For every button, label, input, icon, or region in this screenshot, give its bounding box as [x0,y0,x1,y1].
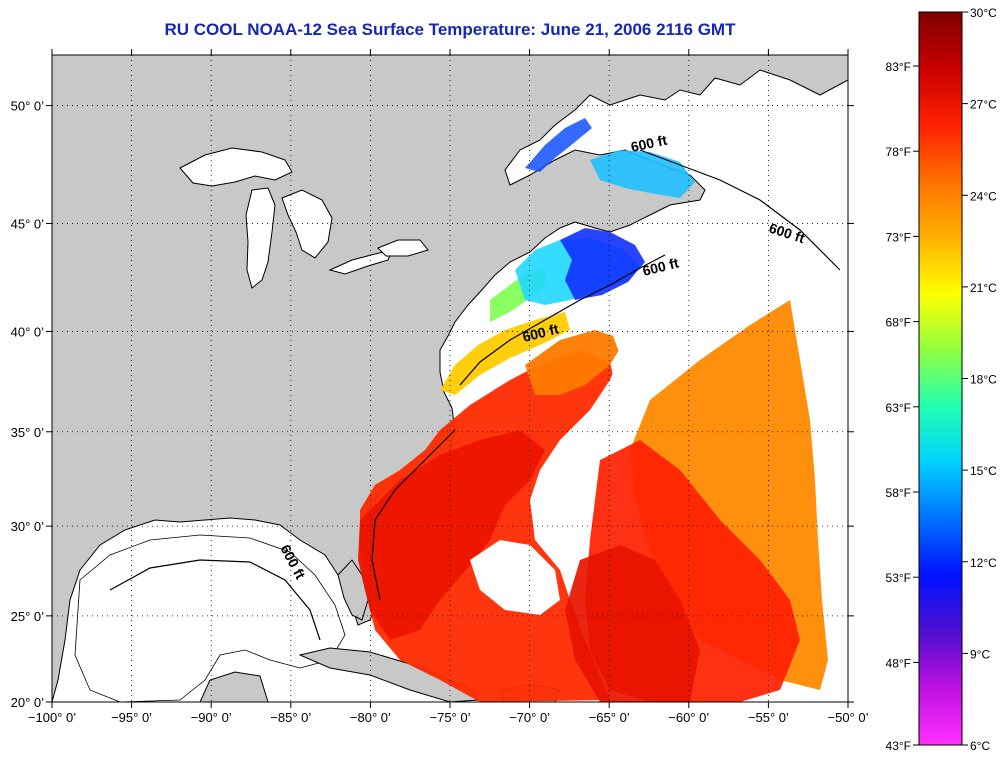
colorbar-celsius-label: 6°C [970,739,990,753]
colorbar-ticks [913,11,968,746]
isobath-north [639,149,841,271]
lake-michigan [245,187,276,289]
colorbar-fahrenheit-label: 58°F [886,486,911,500]
contour-label: 600 ft [629,132,668,155]
colorbar-celsius-label: 18°C [970,373,997,387]
lat-tick-label: 40° 0’ [11,324,45,339]
colorbar-celsius-labels: 30°C 27°C 24°C 21°C 18°C 15°C 12°C 9°C 6°C [970,6,997,753]
lat-tick-label: 50° 0’ [11,99,45,114]
map-title: RU COOL NOAA-12 Sea Surface Temperature:… [164,20,736,39]
sst-yellow-band [440,312,570,395]
colorbar-fahrenheit-label: 78°F [886,145,911,159]
lon-tick-label: −75° 0’ [430,710,471,725]
sst-cyan-gulf-stlawrence [590,150,695,198]
colorbar-celsius-label: 15°C [970,464,997,478]
lon-tick-label: −95° 0’ [111,710,152,725]
lat-tick-label: 35° 0’ [11,425,45,440]
colorbar-fahrenheit-labels: 83°F 78°F 73°F 68°F 63°F 58°F 53°F 48°F 43°F [886,60,911,753]
colorbar-celsius-label: 30°C [970,6,997,20]
colorbar-fahrenheit-label: 48°F [886,656,911,670]
colorbar-fahrenheit-label: 53°F [886,571,911,585]
latitude-labels: 20° 0’ 25° 0’ 30° 0’ 35° 0’ 40° 0’ 45° 0’ 50° … [11,99,45,710]
colorbar-fahrenheit-label: 68°F [886,316,911,330]
lon-tick-label: −100° 0’ [28,710,76,725]
isobath-gulf [109,559,321,641]
colorbar-celsius-label: 24°C [970,189,997,203]
sst-blue-stlawrence [525,118,592,172]
lon-tick-label: −80° 0’ [350,710,391,725]
lake-superior [179,147,293,187]
lake-ontario [377,239,429,257]
lon-tick-label: −90° 0’ [191,710,232,725]
yucatan-land [199,671,269,702]
lat-tick-label: 20° 0’ [11,695,45,710]
sst-blue-fundy [560,228,645,300]
cloud-gap-central [470,540,560,615]
colorbar-celsius-label: 21°C [970,281,997,295]
sst-gulfstream-red [358,430,545,640]
isobath-southeast [371,429,456,601]
colorbar-fahrenheit-label: 73°F [886,230,911,244]
colorbar-fahrenheit-label: 43°F [886,739,911,753]
longitude-labels: −100° 0’ −95° 0’ −90° 0’ −85° 0’ −80° 0’ −75°… [28,710,869,725]
colorbar-celsius-label: 27°C [970,98,997,112]
colorbar-celsius-label: 9°C [970,647,990,661]
lon-tick-label: −85° 0’ [270,710,311,725]
lon-tick-label: −65° 0’ [589,710,630,725]
axis-ticks [46,49,854,708]
cloud-gap-upper [580,260,770,450]
colorbar [918,11,963,746]
colorbar-fahrenheit-label: 83°F [886,60,911,74]
colorbar-celsius-label: 12°C [970,556,997,570]
lat-tick-label: 30° 0’ [11,519,45,534]
lon-tick-label: −70° 0’ [509,710,550,725]
lon-tick-label: −55° 0’ [748,710,789,725]
lat-tick-label: 25° 0’ [11,609,45,624]
lon-tick-label: −60° 0’ [668,710,709,725]
isobath-shelf [459,254,666,386]
lon-tick-label: −50° 0’ [828,710,869,725]
colorbar-fahrenheit-label: 63°F [886,401,911,415]
sst-orange-band [525,330,625,395]
sst-central-red [565,545,700,702]
florida-peninsula [337,559,369,621]
lat-tick-label: 45° 0’ [11,216,45,231]
